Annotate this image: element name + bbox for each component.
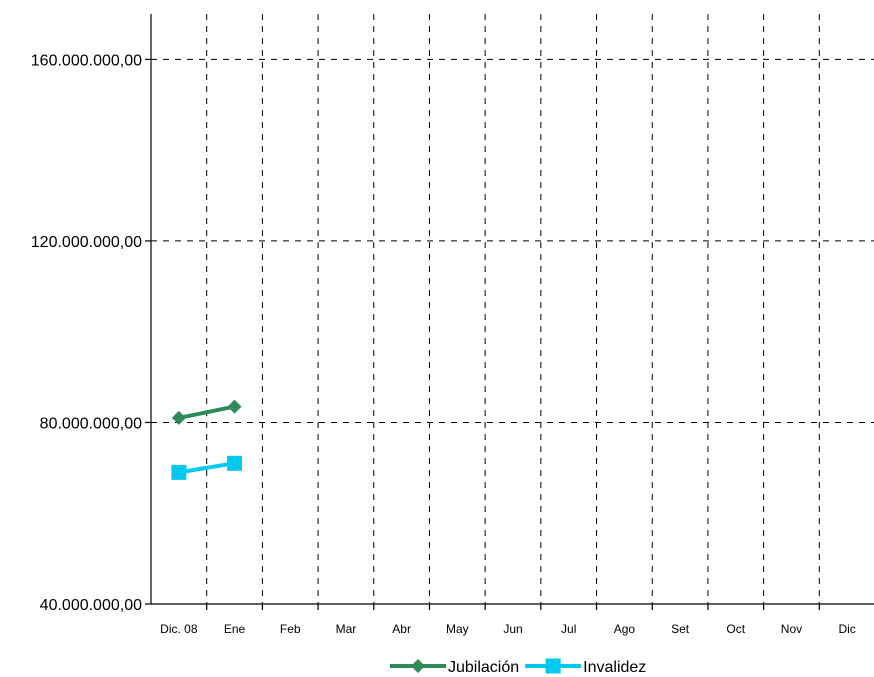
- x-tick-labels: Dic. 08 Ene Feb Mar Abr May Jun Jul Ago Set Oct Nov…: [160, 622, 856, 636]
- x-tick-label: Oct: [726, 622, 745, 636]
- legend-label-jubilacion: Jubilación: [448, 659, 519, 676]
- series-lines: [171, 399, 243, 480]
- x-tick-label: Dic. 08: [160, 622, 198, 636]
- x-tick-label: Abr: [392, 622, 411, 636]
- data-point-jubilacion: [227, 399, 242, 414]
- x-tick-label: Jul: [561, 622, 576, 636]
- x-tick-label: Set: [671, 622, 690, 636]
- x-tick-label: Dic: [838, 622, 855, 636]
- axes: [145, 14, 874, 610]
- data-point-invalidez: [171, 464, 187, 480]
- x-tick-label: Jun: [503, 622, 522, 636]
- y-tick-label: 160.000.000,00: [31, 52, 142, 69]
- data-point-invalidez: [227, 455, 243, 471]
- legend-label-invalidez: Invalidez: [583, 659, 646, 676]
- data-point-jubilacion: [171, 410, 186, 425]
- x-tick-label: Ago: [614, 622, 636, 636]
- series-line-jubilacion: [178, 404, 235, 420]
- y-tick-label: 80.000.000,00: [40, 415, 142, 432]
- legend-marker-invalidez: [545, 658, 561, 674]
- legend: Jubilación Invalidez: [390, 658, 646, 676]
- legend-marker-jubilacion: [411, 659, 425, 673]
- series-line-invalidez: [178, 461, 235, 475]
- y-tick-label: 40.000.000,00: [40, 597, 142, 614]
- x-tick-label: Feb: [280, 622, 301, 636]
- grid-lines: [151, 14, 874, 604]
- y-tick-label: 120.000.000,00: [31, 234, 142, 251]
- y-tick-labels: 40.000.000,00 80.000.000,00 120.000.000,00…: [31, 52, 142, 614]
- x-tick-label: Nov: [781, 622, 802, 636]
- x-tick-label: Mar: [336, 622, 357, 636]
- x-tick-label: Ene: [224, 622, 246, 636]
- x-tick-label: May: [446, 622, 469, 636]
